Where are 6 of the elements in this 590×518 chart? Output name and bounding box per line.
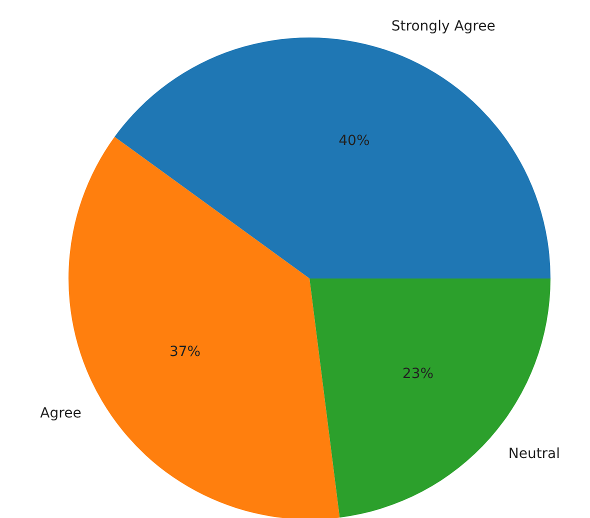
slice-label: Neutral xyxy=(508,446,560,462)
data-label: 37% xyxy=(169,344,201,360)
slice-label: Strongly Agree xyxy=(391,18,496,34)
data-label: 40% xyxy=(338,132,370,149)
data-label: 23% xyxy=(402,366,434,382)
slice-label: Agree xyxy=(40,405,82,422)
